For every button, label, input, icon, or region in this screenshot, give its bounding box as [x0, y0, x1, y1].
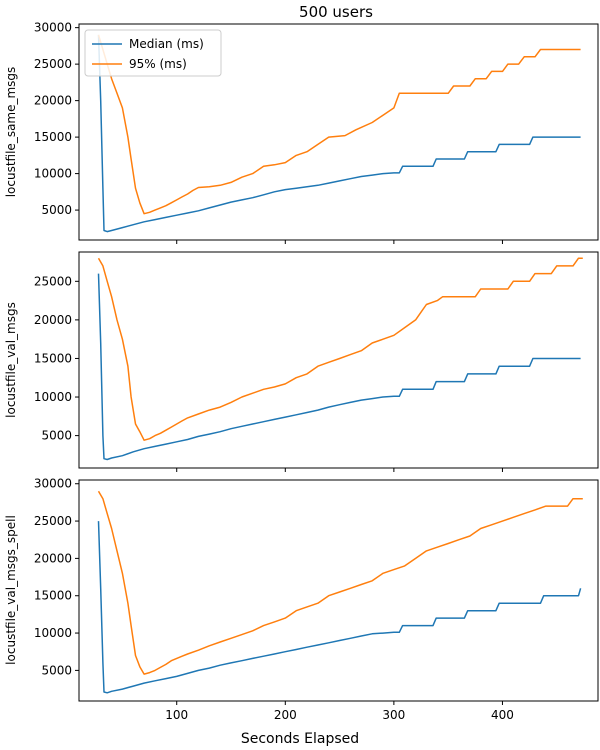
y-tick-label: 20000	[34, 551, 72, 565]
x-axis-ticks	[176, 468, 503, 472]
y-tick-label: 10000	[34, 390, 72, 404]
y-axis-ticks: 5000 10000 15000 20000 25000 30000	[34, 21, 79, 217]
series-line-median	[97, 521, 582, 694]
plot-frame	[78, 23, 599, 241]
y-tick-label: 5000	[41, 663, 72, 677]
y-tick-label: 10000	[34, 626, 72, 640]
y-tick-label: 25000	[34, 57, 72, 71]
y-tick-label: 10000	[34, 167, 72, 181]
plot-frame	[78, 479, 599, 702]
series-lines	[97, 490, 583, 694]
chart-title: 500 users	[299, 3, 373, 21]
series-line-p95	[97, 257, 583, 441]
x-tick-label: 100	[165, 708, 188, 722]
y-tick-label: 5000	[41, 203, 72, 217]
x-axis-ticks	[176, 240, 503, 244]
plot-frame	[78, 251, 599, 469]
y-tick-label: 15000	[34, 589, 72, 603]
x-axis-label: Seconds Elapsed	[241, 731, 359, 747]
series-lines	[97, 34, 581, 233]
x-tick-label: 300	[382, 708, 405, 722]
series-lines	[97, 257, 583, 461]
y-tick-label: 30000	[34, 21, 72, 35]
series-line-median	[97, 273, 581, 461]
subplot-val-msgs: 5000 10000 15000 20000 25000 locustfile_val_…	[4, 251, 599, 472]
series-line-p95	[97, 34, 581, 215]
series-line-p95	[97, 490, 583, 675]
x-tick-label: 200	[274, 708, 297, 722]
y-axis-ticks: 5000 10000 15000 20000 25000 30000	[34, 477, 79, 677]
x-tick-label: 400	[491, 708, 514, 722]
legend-label-median: Median (ms)	[129, 37, 204, 51]
y-axis-label: locustfile_same_msgs	[4, 67, 18, 198]
y-axis-label: locustfile_val_msgs_spell	[4, 515, 18, 665]
subplot-val-msgs-spell: 5000 10000 15000 20000 25000 30000 100 200 300 4…	[4, 477, 599, 722]
y-tick-label: 15000	[34, 351, 72, 365]
y-axis-ticks: 5000 10000 15000 20000 25000	[34, 274, 79, 443]
y-tick-label: 15000	[34, 130, 72, 144]
y-tick-label: 5000	[41, 429, 72, 443]
x-axis-ticks: 100 200 300 400	[165, 701, 514, 722]
y-tick-label: 30000	[34, 477, 72, 491]
y-tick-label: 25000	[34, 274, 72, 288]
legend-label-p95: 95% (ms)	[129, 57, 187, 71]
subplot-same-msgs: 5000 10000 15000 20000 25000 30000 locustfile…	[4, 21, 599, 244]
y-axis-label: locustfile_val_msgs	[4, 302, 18, 418]
y-tick-label: 20000	[34, 313, 72, 327]
legend: Median (ms) 95% (ms)	[84, 29, 222, 77]
y-tick-label: 20000	[34, 94, 72, 108]
y-tick-label: 25000	[34, 514, 72, 528]
series-line-median	[97, 34, 581, 233]
